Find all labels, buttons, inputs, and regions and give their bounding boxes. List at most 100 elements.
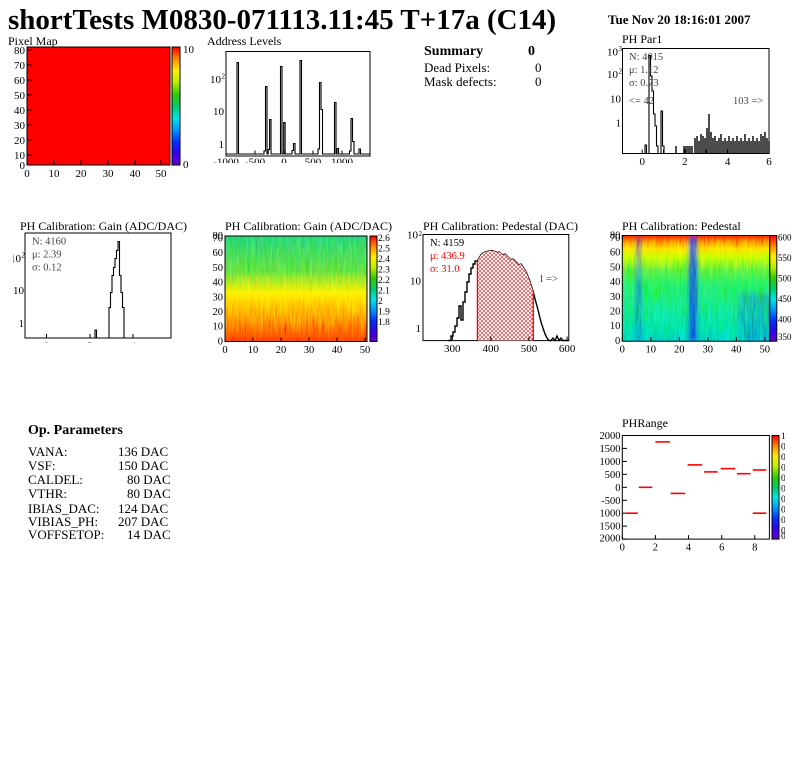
- svg-text:1000: 1000: [600, 457, 621, 468]
- svg-text:1: 1: [219, 139, 225, 151]
- svg-text:1: 1: [416, 323, 422, 335]
- svg-text:1: 1: [19, 318, 25, 330]
- svg-text:1: 1: [616, 118, 622, 130]
- svg-text:6: 6: [766, 156, 772, 168]
- svg-text:10: 10: [213, 106, 225, 118]
- svg-text:500: 500: [305, 157, 322, 164]
- svg-text:300: 300: [444, 343, 461, 355]
- svg-text:2: 2: [419, 230, 423, 238]
- svg-text:1500: 1500: [600, 522, 621, 533]
- svg-text:2: 2: [378, 297, 383, 307]
- svg-text:2: 2: [22, 252, 26, 260]
- svg-text:0: 0: [44, 341, 50, 344]
- svg-text:10: 10: [607, 69, 619, 81]
- svg-text:2000: 2000: [600, 534, 621, 545]
- svg-text:80: 80: [213, 231, 224, 242]
- svg-text:2000: 2000: [600, 431, 621, 442]
- svg-text:30: 30: [703, 345, 714, 356]
- svg-text:10: 10: [183, 45, 195, 56]
- svg-text:450: 450: [778, 294, 792, 304]
- svg-text:0: 0: [24, 168, 30, 180]
- svg-text:80: 80: [610, 231, 621, 242]
- svg-text:0.2: 0.2: [781, 516, 785, 526]
- svg-text:8: 8: [752, 543, 757, 554]
- svg-text:σ: 0.12: σ: 0.12: [32, 263, 62, 274]
- svg-text:0.7: 0.7: [781, 464, 785, 474]
- svg-text:1000: 1000: [600, 509, 621, 520]
- svg-text:2: 2: [222, 73, 226, 81]
- svg-text:σ: 0.73: σ: 0.73: [629, 78, 659, 89]
- svg-text:500: 500: [605, 470, 621, 481]
- svg-text:10: 10: [610, 94, 622, 106]
- svg-text:50: 50: [156, 168, 168, 180]
- svg-text:20: 20: [14, 135, 26, 147]
- svg-text:μ: 2.39: μ: 2.39: [32, 250, 62, 261]
- svg-text:20: 20: [674, 345, 685, 356]
- svg-text:0: 0: [183, 159, 189, 171]
- svg-text:20: 20: [276, 345, 287, 356]
- svg-text:40: 40: [14, 105, 26, 117]
- svg-text:0.6: 0.6: [781, 474, 785, 484]
- svg-text:0: 0: [620, 543, 625, 554]
- svg-text:2.5: 2.5: [378, 245, 390, 255]
- svg-text:10: 10: [210, 74, 222, 86]
- svg-text:N: 4015: N: 4015: [629, 52, 663, 63]
- svg-text:2.3: 2.3: [378, 266, 390, 276]
- svg-text:10: 10: [13, 253, 22, 265]
- svg-text:10: 10: [213, 322, 224, 333]
- svg-text:N: 4160: N: 4160: [32, 237, 66, 248]
- svg-text:2.2: 2.2: [378, 276, 390, 286]
- svg-text:30: 30: [103, 168, 115, 180]
- svg-text:30: 30: [304, 345, 315, 356]
- svg-text:0.8: 0.8: [781, 453, 785, 463]
- svg-text:0: 0: [781, 532, 785, 542]
- svg-text:80: 80: [14, 45, 26, 57]
- svg-text:0.5: 0.5: [781, 485, 785, 495]
- svg-text:1000: 1000: [331, 157, 354, 164]
- svg-text:2: 2: [87, 341, 93, 344]
- svg-text:60: 60: [610, 248, 621, 259]
- svg-text:0.3: 0.3: [781, 506, 785, 516]
- svg-text:2.6: 2.6: [378, 234, 390, 244]
- svg-text:400: 400: [778, 315, 792, 325]
- svg-text:10: 10: [410, 276, 422, 288]
- svg-text:40: 40: [332, 345, 343, 356]
- svg-text:10: 10: [407, 230, 419, 242]
- svg-text:10: 10: [13, 285, 25, 297]
- svg-text:550: 550: [778, 253, 792, 263]
- svg-text:4: 4: [686, 543, 692, 554]
- svg-text:6: 6: [719, 543, 724, 554]
- svg-text:50: 50: [14, 90, 26, 102]
- svg-text:-500: -500: [601, 496, 620, 507]
- svg-text:103 =>: 103 =>: [733, 96, 763, 107]
- svg-text:0: 0: [222, 345, 227, 356]
- svg-text:400: 400: [483, 343, 500, 355]
- svg-text:σ: 31.0: σ: 31.0: [430, 264, 460, 275]
- svg-text:50: 50: [610, 262, 621, 273]
- svg-text:10: 10: [49, 168, 61, 180]
- svg-text:10: 10: [248, 345, 259, 356]
- svg-text:50: 50: [360, 345, 371, 356]
- svg-text:l =>: l =>: [540, 273, 558, 285]
- svg-text:350: 350: [778, 332, 792, 342]
- svg-text:μ: 1.12: μ: 1.12: [629, 65, 659, 76]
- svg-text:μ: 436.9: μ: 436.9: [430, 251, 465, 262]
- svg-text:60: 60: [213, 248, 224, 259]
- svg-text:N: 4159: N: 4159: [430, 238, 464, 249]
- svg-text:2: 2: [619, 68, 623, 76]
- svg-text:-500: -500: [245, 157, 266, 164]
- svg-text:-1000: -1000: [213, 157, 239, 164]
- svg-text:0.4: 0.4: [781, 495, 785, 505]
- svg-text:0: 0: [639, 156, 645, 168]
- svg-text:0.9: 0.9: [781, 443, 785, 453]
- svg-text:30: 30: [14, 120, 26, 132]
- svg-text:1.8: 1.8: [378, 318, 390, 328]
- svg-text:4: 4: [725, 156, 731, 168]
- svg-text:70: 70: [14, 60, 26, 72]
- svg-text:10: 10: [610, 321, 621, 332]
- svg-text:1500: 1500: [600, 444, 621, 455]
- svg-text:40: 40: [731, 345, 742, 356]
- svg-text:0: 0: [281, 157, 287, 164]
- svg-text:<= 42: <= 42: [629, 96, 654, 107]
- svg-text:0: 0: [615, 483, 620, 494]
